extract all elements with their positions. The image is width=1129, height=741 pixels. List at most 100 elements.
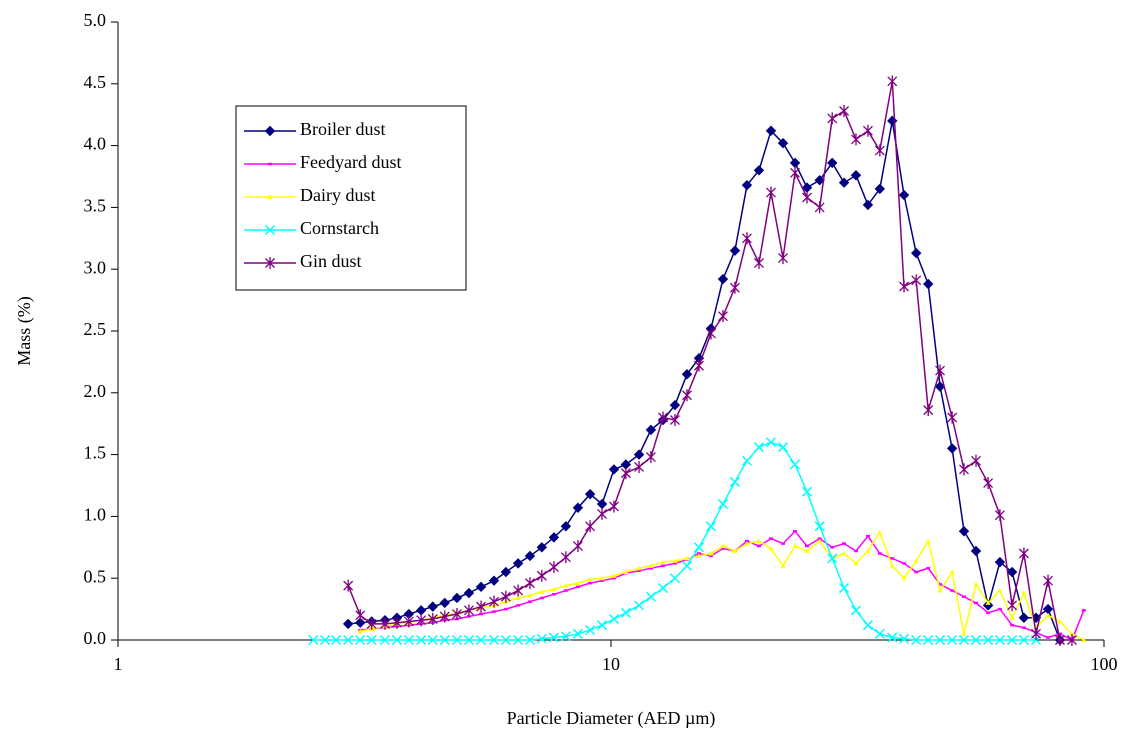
marker — [754, 257, 764, 270]
marker — [512, 558, 524, 569]
marker — [657, 583, 669, 594]
marker — [560, 631, 571, 642]
y-tick-label: 4.5 — [84, 72, 107, 92]
marker — [342, 618, 354, 630]
legend-label: Gin dust — [300, 251, 362, 271]
marker — [451, 592, 463, 604]
marker — [682, 389, 692, 402]
marker — [439, 634, 450, 646]
marker — [898, 189, 910, 201]
marker — [669, 573, 680, 584]
marker — [839, 104, 850, 117]
marker — [925, 538, 931, 544]
marker — [1009, 615, 1015, 620]
marker — [729, 245, 741, 256]
marker — [887, 75, 898, 88]
marker — [693, 542, 704, 553]
marker — [357, 628, 363, 634]
marker — [488, 575, 500, 586]
marker — [970, 545, 982, 557]
marker — [777, 137, 789, 149]
marker — [476, 634, 487, 646]
marker — [669, 413, 680, 426]
marker — [850, 605, 862, 616]
marker — [777, 442, 789, 453]
marker — [862, 199, 874, 211]
marker — [489, 595, 499, 608]
marker — [911, 274, 922, 287]
marker — [877, 529, 883, 535]
marker — [911, 247, 922, 259]
marker — [415, 605, 427, 616]
marker — [1045, 612, 1051, 618]
marker — [524, 550, 536, 562]
marker — [983, 634, 994, 646]
marker — [827, 553, 838, 564]
marker — [525, 577, 535, 590]
marker — [801, 486, 813, 497]
marker — [524, 634, 536, 646]
marker — [343, 634, 354, 646]
marker — [597, 620, 608, 631]
marker — [609, 500, 619, 513]
marker — [645, 451, 656, 464]
marker — [548, 561, 559, 574]
marker — [994, 556, 1006, 568]
marker — [476, 600, 487, 613]
marker — [923, 404, 934, 417]
marker — [669, 399, 681, 411]
marker — [634, 460, 645, 473]
x-tick-label: 1 — [114, 654, 123, 674]
marker — [923, 634, 934, 646]
y-axis-label: Mass (%) — [14, 296, 35, 366]
marker — [392, 616, 402, 629]
marker — [264, 224, 276, 236]
y-tick-label: 2.5 — [84, 319, 107, 339]
marker — [1007, 634, 1018, 646]
marker — [1021, 590, 1027, 596]
marker — [804, 548, 810, 554]
marker — [839, 583, 850, 594]
marker — [536, 633, 547, 644]
marker — [548, 632, 559, 643]
marker — [379, 634, 391, 646]
marker — [923, 278, 934, 290]
marker — [623, 569, 629, 575]
marker — [766, 186, 776, 199]
marker — [560, 551, 571, 564]
marker — [994, 509, 1005, 522]
marker — [416, 634, 427, 646]
marker — [958, 526, 970, 537]
marker — [802, 191, 812, 204]
marker — [560, 521, 572, 532]
x-axis-label: Particle Diameter (AED µm) — [507, 708, 716, 729]
marker — [513, 634, 524, 646]
marker — [645, 591, 656, 602]
x-tick-label: 10 — [602, 654, 620, 674]
marker — [850, 170, 862, 181]
legend-label: Dairy dust — [300, 185, 376, 205]
marker — [575, 580, 581, 586]
marker — [814, 521, 825, 532]
marker — [838, 177, 850, 188]
marker — [887, 115, 898, 127]
marker — [573, 540, 583, 553]
x-tick-label: 100 — [1091, 654, 1118, 674]
marker — [971, 454, 981, 467]
marker — [961, 631, 967, 636]
marker — [308, 634, 319, 646]
marker — [1018, 612, 1030, 623]
marker — [789, 157, 801, 169]
marker — [587, 576, 593, 582]
y-tick-label: 3.0 — [84, 257, 107, 277]
marker — [841, 550, 847, 556]
marker — [403, 615, 414, 628]
marker — [765, 437, 777, 448]
marker — [681, 560, 693, 571]
marker — [718, 310, 728, 323]
marker — [658, 411, 668, 424]
marker — [708, 550, 714, 556]
marker — [536, 542, 548, 553]
marker — [1031, 627, 1041, 640]
